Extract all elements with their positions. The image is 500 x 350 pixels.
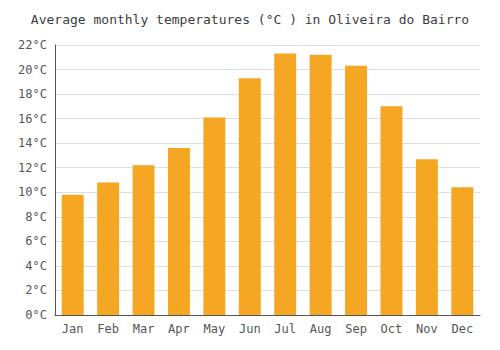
svg-text:Dec: Dec (451, 322, 473, 336)
svg-text:16°C: 16°C (18, 112, 47, 126)
svg-text:8°C: 8°C (25, 210, 47, 224)
svg-text:Jun: Jun (239, 322, 261, 336)
svg-text:Apr: Apr (168, 322, 190, 336)
svg-text:4°C: 4°C (25, 259, 47, 273)
svg-text:0°C: 0°C (25, 308, 47, 322)
svg-text:Nov: Nov (416, 322, 438, 336)
svg-text:Average monthly temperatures (: Average monthly temperatures (°C ) in Ol… (31, 12, 469, 27)
svg-text:14°C: 14°C (18, 136, 47, 150)
svg-text:2°C: 2°C (25, 283, 47, 297)
svg-text:22°C: 22°C (18, 38, 47, 52)
svg-text:20°C: 20°C (18, 63, 47, 77)
svg-text:Aug: Aug (310, 322, 332, 336)
svg-text:Jan: Jan (62, 322, 84, 336)
svg-text:Mar: Mar (133, 322, 155, 336)
svg-text:Jul: Jul (274, 322, 296, 336)
svg-text:Oct: Oct (381, 322, 403, 336)
svg-text:18°C: 18°C (18, 87, 47, 101)
svg-text:Sep: Sep (345, 322, 367, 336)
svg-text:10°C: 10°C (18, 185, 47, 199)
svg-text:Feb: Feb (97, 322, 119, 336)
svg-text:May: May (204, 322, 226, 336)
svg-text:12°C: 12°C (18, 161, 47, 175)
svg-text:6°C: 6°C (25, 234, 47, 248)
